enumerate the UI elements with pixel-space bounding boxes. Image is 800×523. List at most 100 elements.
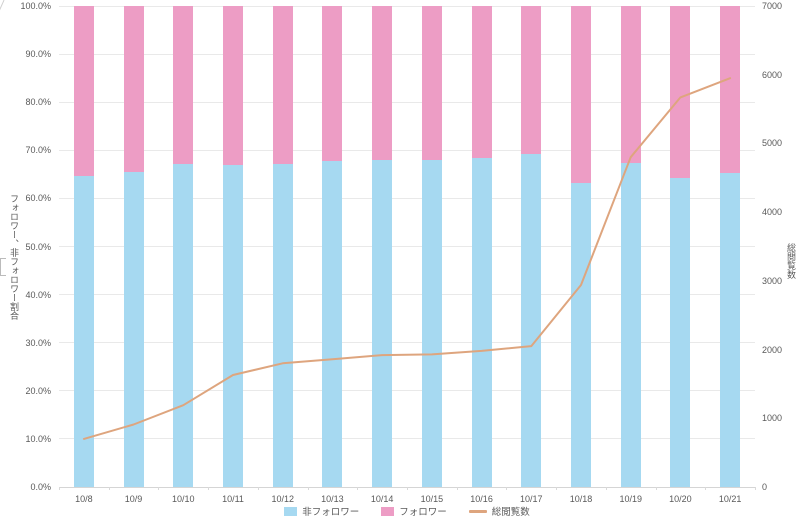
x-axis-label: 10/14	[370, 494, 394, 504]
gridline	[59, 53, 755, 55]
right-axis-tick-label: 0	[762, 482, 768, 492]
bar-segment-非フォロワー	[223, 165, 243, 487]
bar-segment-フォロワー	[173, 6, 194, 165]
stray-mark	[0, 258, 6, 276]
bar-segment-フォロワー	[670, 6, 691, 178]
legend-item-総閲覧数[interactable]: 総閲覧数	[468, 504, 530, 518]
bar-segment-非フォロワー	[571, 183, 591, 487]
gridline	[59, 101, 755, 103]
bar-segment-非フォロワー	[720, 173, 741, 487]
x-axis-tick	[307, 487, 309, 490]
x-axis-label: 10/15	[420, 494, 444, 504]
x-axis-tick	[705, 487, 707, 490]
legend-color-swatch	[381, 506, 395, 516]
left-axis-tick-label: 100.0%	[20, 1, 51, 11]
x-axis-tick	[257, 487, 259, 490]
x-axis-label: 10/17	[520, 494, 543, 504]
gridline	[59, 342, 755, 344]
x-axis-tick	[407, 487, 408, 490]
left-axis-tick-label: 60.0%	[25, 193, 51, 204]
right-axis-title: 総閲覧数	[786, 242, 796, 279]
x-axis-tick	[556, 487, 558, 490]
x-axis-label: 10/16	[470, 494, 493, 504]
x-axis-tick	[605, 487, 607, 490]
gridline	[59, 197, 755, 199]
gridline	[59, 438, 755, 440]
right-axis-tick-label: 3000	[762, 275, 783, 286]
bar-segment-非フォロワー	[620, 163, 641, 487]
bar-segment-非フォロワー	[372, 159, 393, 487]
right-axis-tick-label: 2000	[762, 344, 783, 355]
left-axis-tick-label: 80.0%	[25, 97, 51, 108]
x-axis-label: 10/12	[271, 494, 294, 504]
bar-segment-非フォロワー	[272, 163, 293, 487]
right-axis-tick-label: 4000	[762, 207, 783, 218]
plot-area: 0.0% 10.0% 20.0% 30.0% 40.0% 50.0% 60.0% 70.0% 8…	[20, 1, 782, 504]
legend-label: 非フォロワー	[302, 507, 360, 518]
bar-segment-フォロワー	[123, 6, 144, 173]
x-axis-tick	[357, 487, 359, 490]
bar-segment-フォロワー	[372, 6, 393, 160]
right-axis-tick-label: 5000	[762, 138, 783, 149]
x-axis-tick	[755, 487, 756, 490]
right-axis-tick-label: 7000	[762, 1, 783, 11]
x-axis-tick	[158, 487, 160, 490]
x-axis-label: 10/8	[75, 494, 93, 504]
legend-color-swatch	[284, 506, 298, 516]
left-axis-tick-label: 90.0%	[25, 49, 51, 60]
x-axis-tick	[108, 487, 110, 490]
bar-segment-非フォロワー	[521, 154, 542, 487]
gridline	[59, 5, 755, 7]
x-axis-label: 10/18	[569, 494, 593, 504]
bar-segment-フォロワー	[322, 6, 343, 162]
x-axis-tick	[655, 487, 657, 490]
legend-line-swatch	[468, 509, 487, 513]
legend: 非フォロワー フォロワー 総閲覧数	[59, 502, 755, 520]
x-axis-label: 10/10	[172, 494, 195, 504]
bar-segment-フォロワー	[471, 6, 492, 158]
bar-segment-非フォロワー	[73, 176, 94, 487]
left-axis-title: フォロワー、非フォロワー割合	[9, 193, 19, 320]
bar-segment-フォロワー	[421, 6, 442, 160]
right-axis-tick-label: 6000	[762, 69, 783, 80]
x-axis-label: 10/20	[669, 494, 692, 504]
legend-label: フォロワー	[399, 507, 447, 518]
x-axis-label: 10/13	[321, 494, 344, 504]
left-axis-tick-label: 40.0%	[25, 289, 51, 300]
bar-segment-フォロワー	[272, 6, 293, 164]
bar-segment-非フォロワー	[123, 172, 144, 487]
gridline	[59, 390, 755, 392]
x-axis-tick	[59, 487, 60, 490]
left-axis-tick-label: 0.0%	[30, 482, 51, 492]
bar-segment-フォロワー	[571, 6, 591, 183]
gridline	[59, 246, 755, 247]
bar-segment-非フォロワー	[421, 159, 442, 487]
bar-segment-非フォロワー	[471, 157, 492, 487]
x-axis-label: 10/19	[619, 494, 642, 504]
left-axis-tick-label: 20.0%	[25, 385, 51, 396]
bar-segment-フォロワー	[521, 6, 542, 155]
x-axis-tick	[506, 487, 508, 490]
bar-segment-フォロワー	[720, 6, 741, 174]
gridline	[59, 294, 755, 296]
left-axis-tick-label: 10.0%	[25, 433, 51, 444]
bar-segment-フォロワー	[73, 6, 94, 177]
bar-segment-フォロワー	[223, 6, 243, 166]
legend-item-フォロワー[interactable]: フォロワー	[381, 504, 447, 518]
line-series-総閲覧数	[82, 77, 732, 440]
left-axis-tick-label: 70.0%	[25, 145, 51, 156]
bar-segment-非フォロワー	[670, 177, 691, 487]
x-axis-tick	[208, 487, 210, 490]
bar-segment-非フォロワー	[322, 161, 343, 487]
right-axis-tick-label: 1000	[762, 413, 783, 424]
left-axis-tick-label: 50.0%	[25, 241, 51, 252]
left-axis-tick-label: 30.0%	[25, 337, 51, 348]
x-axis-tick	[456, 487, 458, 490]
x-axis-label: 10/11	[222, 494, 244, 504]
x-axis-label: 10/9	[124, 494, 143, 504]
gridline	[59, 149, 755, 151]
x-axis-label: 10/21	[718, 494, 742, 504]
legend-label: 総閲覧数	[491, 507, 530, 518]
legend-item-非フォロワー[interactable]: 非フォロワー	[284, 504, 359, 518]
